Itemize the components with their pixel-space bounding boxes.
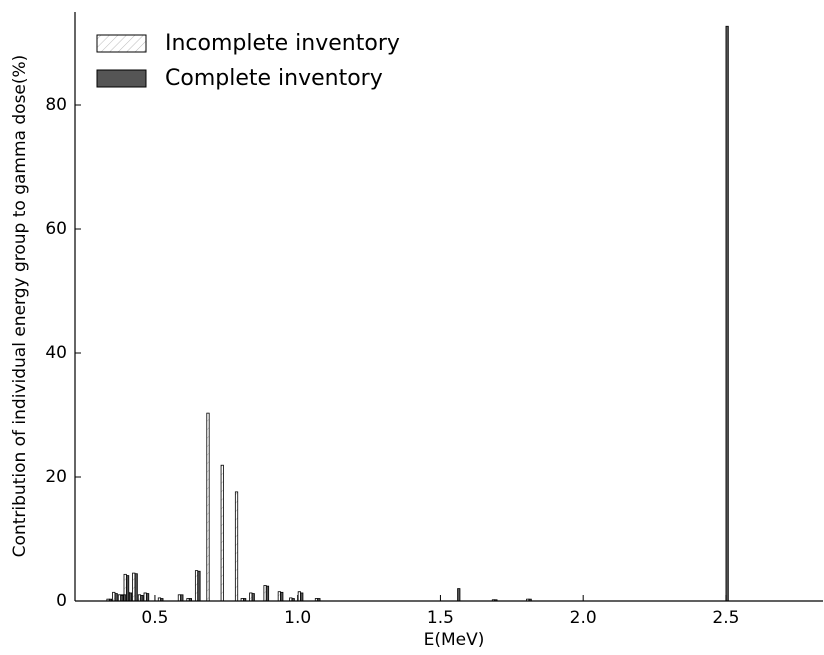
x-tick-label: 2.0 (570, 608, 597, 628)
bar (134, 573, 138, 602)
x-tick-label: 1.0 (284, 608, 311, 628)
bar (280, 591, 284, 602)
x-tick-label: 2.5 (712, 608, 739, 628)
y-tick-label: 20 (45, 467, 67, 487)
bar (251, 593, 255, 602)
bar (145, 593, 150, 602)
x-axis-label: E(MeV) (424, 630, 485, 650)
legend-label: Incomplete inventory (165, 31, 400, 56)
bar (220, 464, 224, 602)
bar (206, 412, 210, 602)
legend-swatch (96, 34, 147, 53)
bar (123, 594, 127, 602)
legend-label: Complete inventory (165, 66, 383, 91)
bar (265, 585, 270, 602)
y-tick-label: 80 (45, 95, 67, 115)
x-tick-label: 0.5 (141, 608, 168, 628)
bar (180, 594, 184, 602)
bar (457, 588, 461, 602)
legend-swatch (96, 69, 147, 88)
y-tick-label: 60 (45, 219, 67, 239)
bar (120, 595, 124, 602)
bar (197, 570, 201, 602)
x-tick-label: 1.5 (427, 608, 454, 628)
bar (140, 595, 144, 602)
bar (128, 592, 133, 602)
bar (114, 593, 118, 602)
bar (725, 25, 729, 602)
bar (300, 592, 304, 602)
bar (234, 491, 239, 602)
bar (125, 575, 130, 602)
y-axis-label: Contribution of individual energy group … (10, 55, 30, 558)
y-tick-label: 40 (45, 343, 67, 363)
y-tick-label: 0 (56, 591, 67, 611)
